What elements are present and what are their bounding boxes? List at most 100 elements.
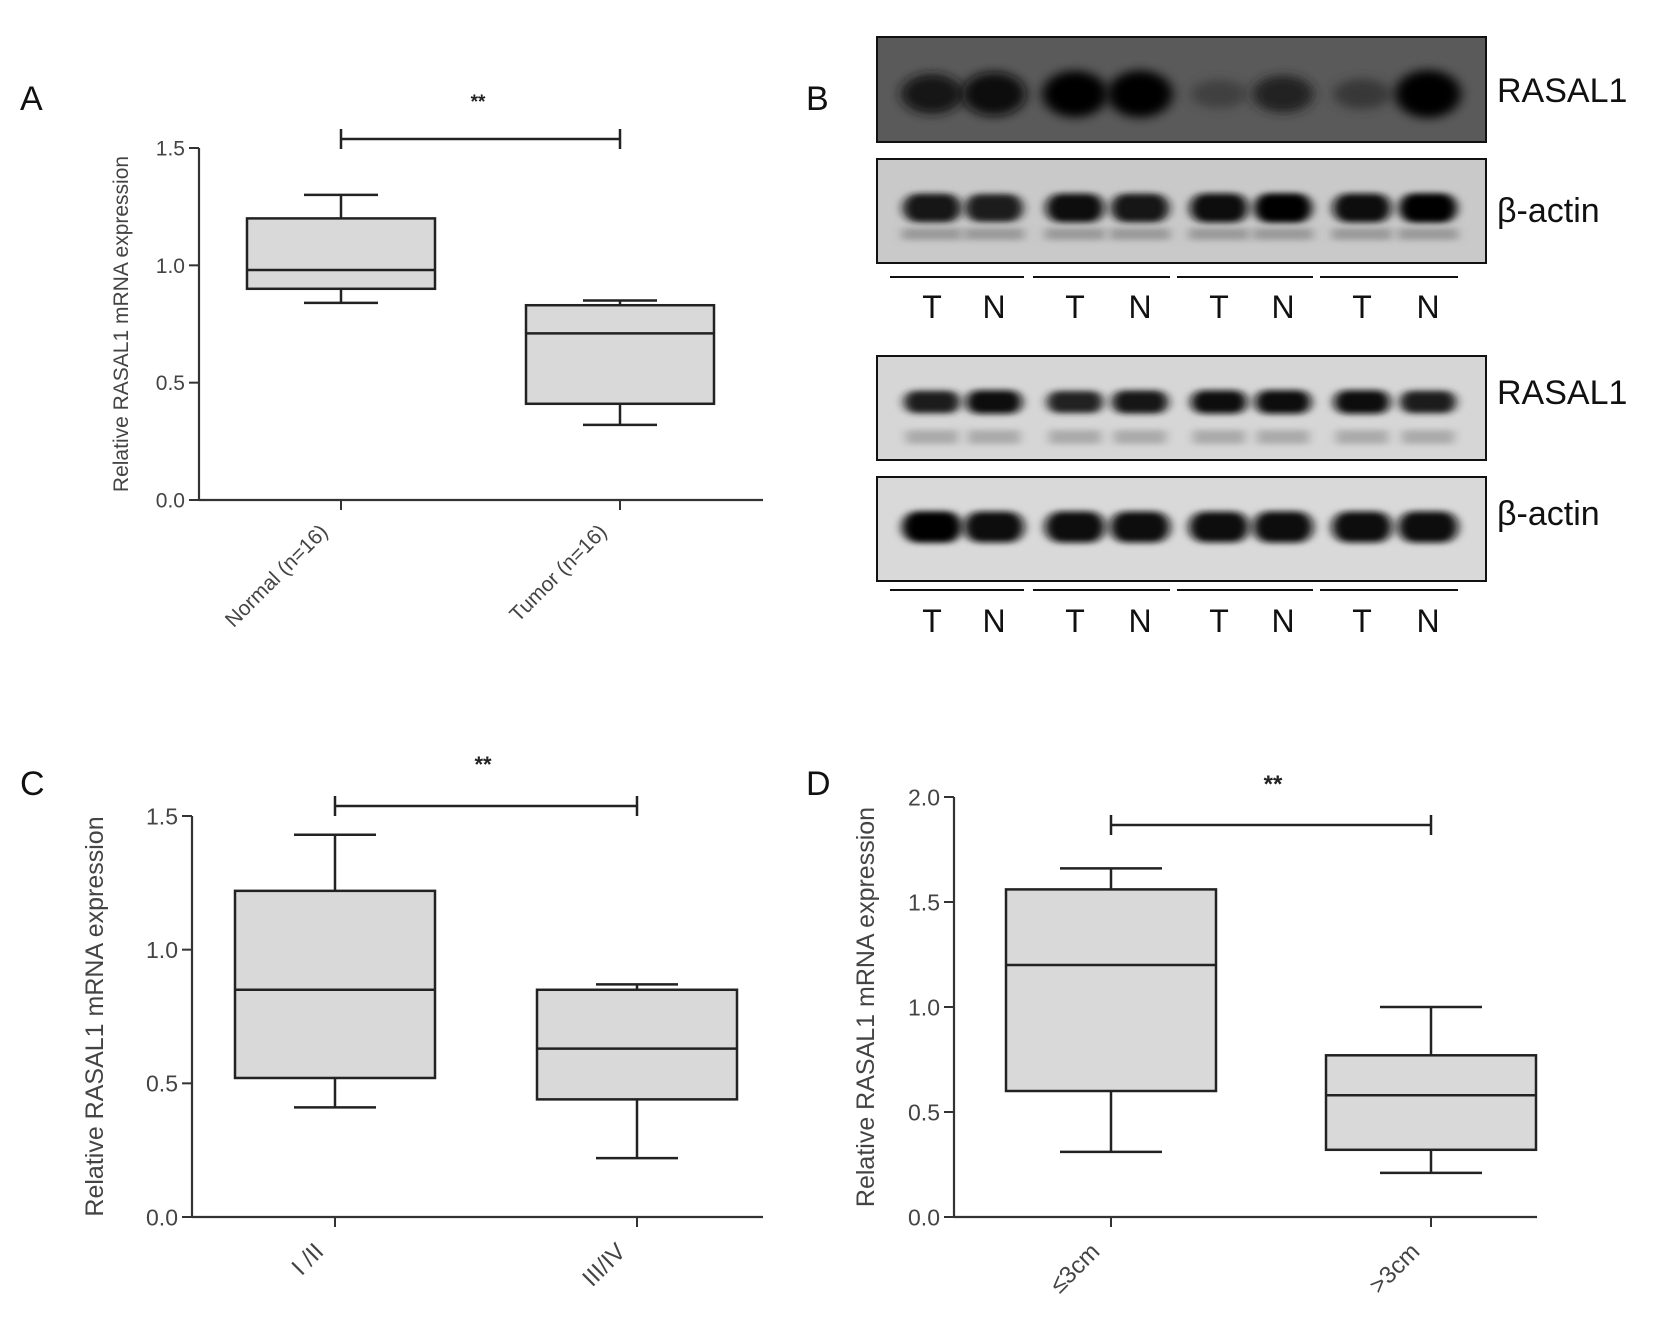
blot-band-smear [1336,430,1388,444]
blot-label-rasal1-bottom: RASAL1 [1497,374,1627,412]
y-tick-label: 1.5 [156,138,185,161]
lane-label: N [1271,289,1294,325]
box-iqr [245,217,437,291]
y-tick-label: 0.5 [146,1071,178,1097]
blot-band-smear [964,228,1024,240]
y-axis-label: Relative RASAL1 mRNA expression [81,816,109,1216]
blot-band [964,511,1024,543]
blot-band-smear [1253,228,1313,240]
category-label: I /II [287,1238,330,1281]
blot-band [1190,79,1248,109]
blot-band [1111,193,1169,223]
significance-label: ** [471,92,486,113]
blot-band-smear [1332,228,1392,240]
bands-actin-bottom [902,511,1458,543]
lane-label: T [1065,603,1085,639]
category-label: III/IV [577,1238,631,1292]
blot-band-smear [1114,430,1166,444]
blot-band-smear [1045,228,1105,240]
y-tick-label: 0.5 [156,372,185,395]
blot-band-smear [1193,430,1245,444]
significance-label: ** [1264,771,1283,798]
lane-label: T [922,289,942,325]
blot-band [902,511,962,543]
blot-band [1333,193,1391,223]
blot-band-smear [1398,228,1458,240]
lane-label: N [1128,289,1151,325]
western-blot-panel: RASAL1 β-actin T N T N T N T N RASAL1 β-actin T… [876,36,1627,639]
chart-panel-c: 0.0 0.5 1.0 1.5 Relative RASAL1 mRNA express… [81,752,763,1292]
blot-label-actin-bottom: β-actin [1497,495,1600,533]
blot-band [1333,78,1391,110]
blot-band [904,390,960,414]
bands-rasal1-bottom [904,390,1456,444]
category-label: ≤3cm [1045,1238,1105,1298]
blot-band [1107,70,1173,118]
y-axis-label: Relative RASAL1 mRNA expression [110,156,133,492]
y-tick-label: 1.0 [908,994,940,1020]
y-tick-label: 2.0 [908,784,940,810]
blot-band [965,194,1023,222]
y-tick-label: 0.0 [146,1204,178,1230]
box-iqr [535,988,739,1101]
blot-band [1047,390,1103,414]
blot-band [1399,193,1457,223]
lane-label: T [1209,603,1229,639]
lane-label: N [1128,603,1151,639]
blot-band-smear [906,430,958,444]
category-label: >3cm [1364,1238,1425,1299]
panel-letter-a: A [20,80,43,118]
blot-band [1398,511,1458,543]
lane-label: T [1352,289,1372,325]
lane-label: T [1352,603,1372,639]
blot-band [1046,193,1104,223]
blot-band [900,73,964,115]
y-tick-label: 1.5 [146,803,178,829]
blot-band [903,193,961,223]
category-label: Normal (n=16) [221,520,333,632]
blot-band [966,390,1022,414]
blot-band [1395,70,1461,118]
lane-label: T [1065,289,1085,325]
panel-letter-c: C [20,765,45,803]
lane-label: N [982,289,1005,325]
blot-band [1110,511,1170,543]
blot-band [1255,390,1311,414]
y-axis-label: Relative RASAL1 mRNA expression [852,807,880,1207]
blot-band [1191,390,1247,414]
blot-band [1189,511,1249,543]
blot-band [1045,511,1105,543]
blot-label-rasal1-top: RASAL1 [1497,72,1627,110]
blot-band-smear [1049,430,1101,444]
blot-band-smear [968,430,1020,444]
y-tick-label: 1.0 [146,937,178,963]
y-tick-label: 1.5 [908,889,940,915]
blot-band [1332,511,1392,543]
y-tick-label: 0.0 [908,1204,940,1230]
bands-actin-top [902,193,1458,240]
box-iqr [233,889,437,1080]
box-iqr [524,303,716,406]
blot-band [1042,70,1108,118]
blot-band-smear [1110,228,1170,240]
box-iqr [1004,888,1218,1093]
blot-band [1253,511,1313,543]
lane-label: N [1416,289,1439,325]
lane-label: T [922,603,942,639]
blot-label-actin-top: β-actin [1497,192,1600,230]
box-iqr [1324,1054,1538,1152]
blot-band-smear [1189,228,1249,240]
bands-rasal1-top [900,70,1461,118]
category-label: Tumor (n=16) [505,520,611,626]
blot-band [1112,390,1168,414]
blot-band [1190,193,1248,223]
y-tick-label: 1.0 [156,255,185,278]
blot-band [1252,75,1314,113]
chart-panel-d: 0.0 0.5 1.0 1.5 2.0 Relative RASAL1 mRNA expr… [852,771,1538,1299]
panel-letter-d: D [806,765,831,803]
lane-label: N [982,603,1005,639]
lane-label: N [1271,603,1294,639]
